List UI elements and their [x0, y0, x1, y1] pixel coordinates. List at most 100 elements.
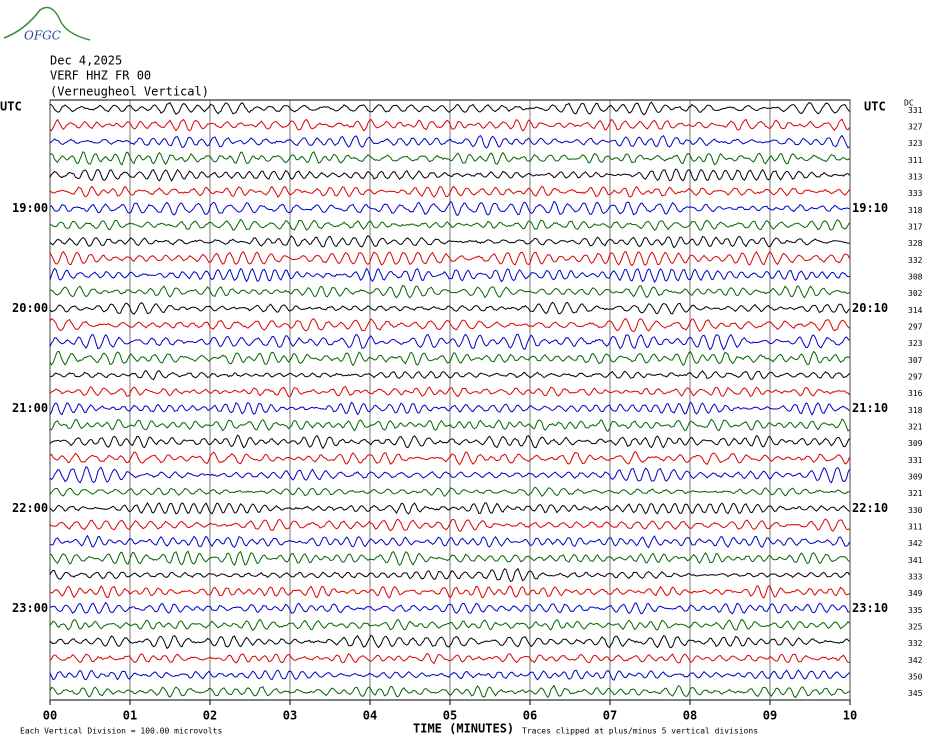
trace: [49, 601, 850, 615]
dc-value: 302: [908, 289, 923, 298]
trace: [49, 200, 850, 216]
dc-value: 318: [908, 406, 923, 415]
x-tick-label: 07: [603, 709, 617, 723]
logo-curve: [3, 6, 91, 41]
x-tick-label: 10: [843, 709, 857, 723]
x-tick-label: 02: [203, 709, 217, 723]
trace: [49, 301, 850, 315]
right-time-label: 19:10: [852, 201, 888, 215]
dc-value: 345: [908, 689, 923, 698]
trace: [49, 101, 850, 116]
dc-value: 342: [908, 656, 923, 665]
left-time-label: 21:00: [12, 401, 48, 415]
trace: [49, 567, 850, 582]
trace: [49, 634, 850, 650]
dc-value: 333: [908, 189, 923, 198]
trace: [49, 369, 850, 381]
trace: [49, 267, 850, 283]
left-time-label: 20:00: [12, 301, 48, 315]
station: VERF HHZ FR 00: [50, 69, 151, 83]
right-time-label: 22:10: [852, 501, 888, 515]
right-header: UTC: [864, 100, 886, 114]
x-tick-label: 03: [283, 709, 297, 723]
trace: [49, 684, 850, 699]
trace: [49, 401, 850, 416]
dc-value: 341: [908, 556, 923, 565]
x-tick-label: 05: [443, 709, 457, 723]
dc-value: 330: [908, 506, 923, 515]
dc-value: 313: [908, 173, 923, 182]
right-time-label: 20:10: [852, 301, 888, 315]
dc-value: 342: [908, 539, 923, 548]
footer-right: Traces clipped at plus/minus 5 vertical …: [522, 727, 758, 736]
dc-value: 350: [908, 673, 923, 682]
dc-header: DC: [904, 99, 914, 108]
x-tick-label: 01: [123, 709, 137, 723]
trace: [49, 151, 850, 166]
date: Dec 4,2025: [50, 54, 122, 68]
trace: [49, 534, 850, 549]
trace: [49, 486, 850, 498]
dc-value: 323: [908, 339, 923, 348]
trace: [49, 134, 850, 149]
trace: [49, 168, 850, 182]
dc-value: 321: [908, 489, 923, 498]
x-axis-label: TIME (MINUTES): [413, 722, 514, 736]
dc-value: 335: [908, 606, 923, 615]
dc-value: 333: [908, 573, 923, 582]
dc-value: 328: [908, 239, 923, 248]
trace: [49, 418, 850, 432]
right-time-label: 23:10: [852, 601, 888, 615]
trace: [49, 466, 850, 484]
dc-value: 308: [908, 273, 923, 282]
subtitle: (Verneugheol Vertical): [50, 85, 209, 99]
x-tick-label: 04: [363, 709, 377, 723]
footer-left: Each Vertical Division = 100.00 microvol…: [20, 727, 222, 736]
dc-value: 331: [908, 106, 923, 115]
dc-value: 317: [908, 223, 923, 232]
trace: [50, 218, 850, 231]
trace: [49, 385, 850, 398]
trace: [49, 285, 850, 299]
dc-value: 327: [908, 123, 923, 132]
trace: [49, 235, 850, 249]
dc-value: 318: [908, 206, 923, 215]
trace: [49, 585, 850, 599]
dc-value: 297: [908, 323, 923, 332]
trace: [49, 652, 850, 665]
trace: [49, 317, 850, 333]
trace: [49, 518, 850, 532]
dc-value: 331: [908, 456, 923, 465]
right-time-label: 21:10: [852, 401, 888, 415]
trace: [49, 185, 850, 199]
dc-value: 349: [908, 589, 923, 598]
trace: [49, 350, 850, 367]
x-tick-label: 00: [43, 709, 57, 723]
dc-value: 321: [908, 423, 923, 432]
left-time-label: 23:00: [12, 601, 48, 615]
trace: [49, 502, 850, 515]
x-tick-label: 08: [683, 709, 697, 723]
left-time-label: 22:00: [12, 501, 48, 515]
dc-value: 309: [908, 439, 923, 448]
left-time-label: 19:00: [12, 201, 48, 215]
trace: [49, 669, 850, 681]
trace: [49, 333, 850, 351]
dc-value: 311: [908, 523, 923, 532]
trace: [49, 618, 850, 632]
logo: OFGC: [24, 29, 61, 43]
trace: [49, 450, 850, 466]
dc-value: 323: [908, 139, 923, 148]
dc-value: 311: [908, 156, 923, 165]
trace: [49, 550, 850, 566]
trace: [49, 434, 850, 450]
left-header: UTC: [0, 100, 22, 114]
dc-value: 297: [908, 373, 923, 382]
dc-value: 314: [908, 306, 923, 315]
dc-value: 332: [908, 256, 923, 265]
trace: [49, 250, 850, 267]
dc-value: 316: [908, 389, 923, 398]
trace: [49, 118, 850, 132]
dc-value: 309: [908, 473, 923, 482]
